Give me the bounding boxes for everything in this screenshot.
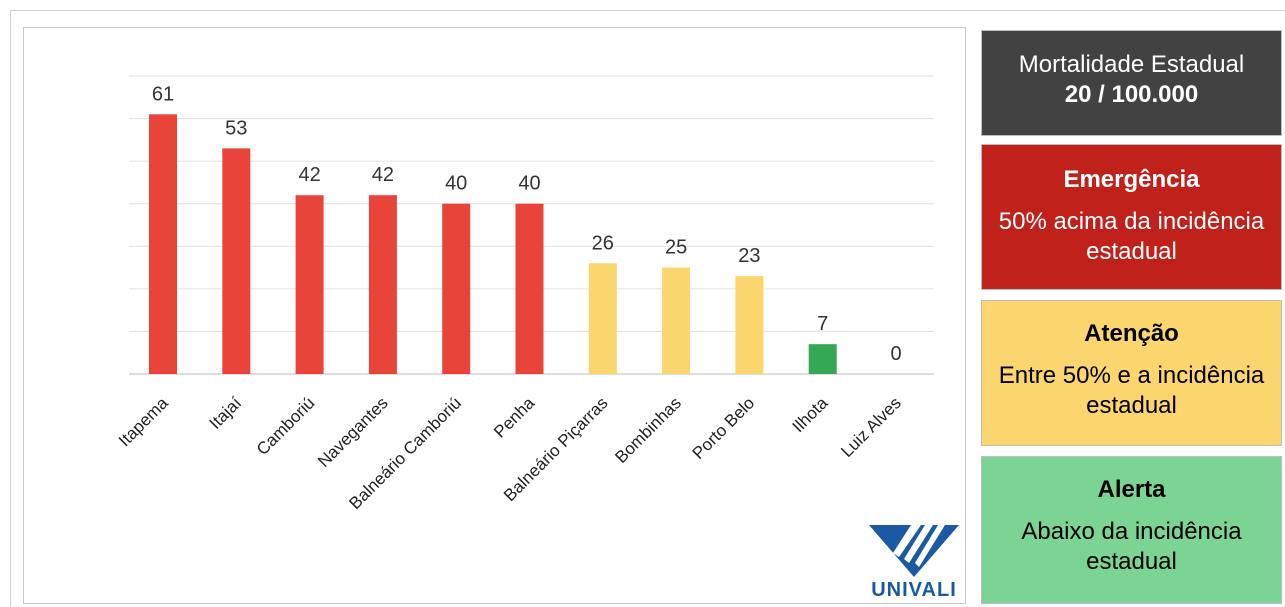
category-label: Luiz Alves [837, 393, 905, 461]
bar [735, 276, 764, 374]
category-label: Porto Belo [689, 393, 759, 463]
bar [442, 203, 471, 374]
attention-box: Atenção Entre 50% e a incidência estadua… [981, 300, 1282, 446]
category-label: Navegantes [314, 393, 392, 471]
outer-frame [10, 10, 1285, 607]
data-label: 23 [738, 245, 760, 267]
bar-chart: 61 53 42 42 40 40 26 25 23 7 0 Itapema Itajaí Cambor… [115, 75, 934, 513]
logo-text: UNIVALI [871, 579, 957, 601]
bar [295, 195, 324, 374]
alert-title: Alerta [1097, 476, 1166, 503]
alert-description: Abaixo da incidência estadual [1021, 518, 1242, 575]
bar [662, 267, 691, 374]
data-label: 26 [592, 232, 614, 254]
category-label: Penha [490, 393, 539, 442]
data-label: 61 [152, 83, 174, 105]
category-label: Ilhota [789, 393, 832, 436]
data-label: 7 [817, 313, 828, 335]
category-labels: Itapema Itajaí CamboriúNavegantesBalneário… [115, 393, 905, 513]
bar [222, 148, 251, 374]
data-labels: 61 53 42 42 40 40 26 25 23 7 0 [152, 83, 902, 365]
category-label: Itajaí [206, 393, 246, 433]
data-label: 40 [445, 173, 467, 195]
category-label: Bombinhas [611, 393, 685, 467]
category-label: Itapema [115, 393, 172, 450]
bar [515, 203, 544, 374]
emergency-box: Emergência 50% acima da incidência estad… [981, 144, 1282, 290]
bars [149, 114, 837, 375]
univali-logo: UNIVALI [859, 523, 969, 603]
data-label: 0 [890, 343, 901, 365]
alert-box: Alerta Abaixo da incidência estadual [981, 456, 1282, 604]
bar [368, 195, 397, 374]
emergency-description: 50% acima da incidência estadual [998, 208, 1265, 265]
data-label: 42 [298, 164, 320, 186]
data-label: 25 [665, 237, 687, 259]
bar [808, 344, 837, 374]
state-mortality-value: 20 / 100.000 [1064, 81, 1199, 108]
state-mortality-label: Mortalidade Estadual [1018, 51, 1245, 78]
bar [149, 114, 177, 375]
chart-panel: 61 53 42 42 40 40 26 25 23 7 0 Itapema Itajaí Cambor… [23, 27, 966, 604]
bar [588, 263, 617, 374]
univali-emblem-icon [869, 525, 959, 577]
category-label: Camboriú [253, 393, 319, 459]
emergency-title: Emergência [1063, 166, 1200, 193]
data-label: 42 [372, 164, 394, 186]
data-label: 40 [518, 173, 540, 195]
state-mortality-box: Mortalidade Estadual 20 / 100.000 [981, 30, 1282, 136]
attention-title: Atenção [1084, 320, 1179, 347]
attention-description: Entre 50% e a incidência estadual [998, 362, 1265, 419]
data-label: 53 [225, 117, 247, 139]
